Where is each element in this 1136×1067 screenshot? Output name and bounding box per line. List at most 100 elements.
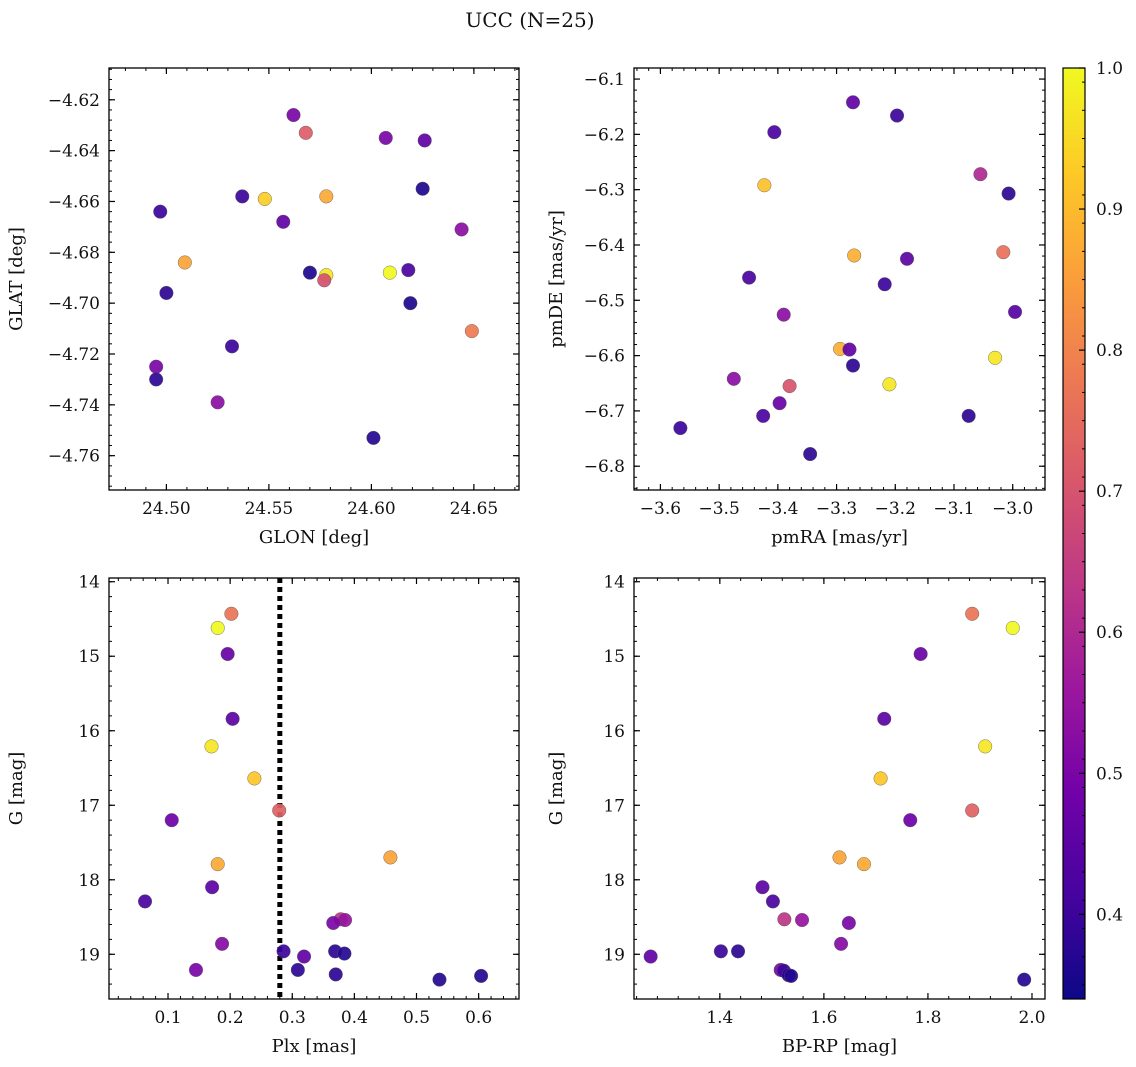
y-tick-label: −6.2 bbox=[584, 125, 625, 145]
data-point bbox=[326, 915, 341, 930]
data-point bbox=[731, 944, 746, 959]
x-tick-label: 1.6 bbox=[810, 1008, 837, 1028]
x-tick-label: 2.0 bbox=[1018, 1008, 1045, 1028]
data-point bbox=[742, 270, 757, 285]
y-axis-label: G [mag] bbox=[6, 752, 27, 825]
data-point bbox=[882, 377, 897, 392]
data-point bbox=[847, 248, 862, 263]
y-axis-label: pmDE [mas/yr] bbox=[546, 210, 567, 348]
data-point bbox=[767, 125, 782, 140]
data-point bbox=[366, 430, 381, 445]
x-tick-label: −3.4 bbox=[757, 499, 798, 519]
data-point bbox=[138, 894, 153, 909]
data-point bbox=[765, 894, 780, 909]
panel-3: 0.1 0.2 0.3 0.4 0.5 0.6 14 15 16 17 18 19 Plx [mas] G… bbox=[6, 573, 520, 1057]
x-tick-label: 0.1 bbox=[154, 1008, 181, 1028]
x-tick-label: 0.5 bbox=[403, 1008, 430, 1028]
data-point bbox=[856, 857, 871, 872]
y-tick-label: 14 bbox=[78, 573, 100, 593]
x-tick-label: 24.60 bbox=[347, 499, 396, 519]
data-point bbox=[205, 880, 220, 895]
y-tick-label: −6.5 bbox=[584, 291, 625, 311]
data-point bbox=[913, 647, 928, 662]
y-tick-label: −4.68 bbox=[48, 243, 100, 263]
x-tick-label: 0.3 bbox=[279, 1008, 306, 1028]
y-tick-label: 16 bbox=[603, 722, 625, 742]
data-point bbox=[755, 880, 770, 895]
x-axis-label: pmRA [mas/yr] bbox=[771, 527, 908, 548]
y-tick-label: −6.4 bbox=[584, 236, 625, 256]
x-tick-label: 0.4 bbox=[341, 1008, 368, 1028]
y-axis-label: GLAT [deg] bbox=[6, 227, 27, 331]
data-point bbox=[965, 803, 980, 818]
colorbar: 0.4 0.5 0.6 0.7 0.8 0.9 1.0 bbox=[1062, 59, 1123, 1000]
data-point bbox=[1001, 186, 1016, 201]
data-point bbox=[757, 178, 772, 193]
data-point bbox=[795, 913, 810, 928]
x-axis-label: GLON [deg] bbox=[259, 527, 369, 548]
data-point bbox=[210, 395, 225, 410]
x-axis-label: BP-RP [mag] bbox=[782, 1036, 897, 1057]
axes-frame bbox=[633, 67, 1046, 491]
y-tick-label: 15 bbox=[78, 647, 100, 667]
x-tick-label: 24.50 bbox=[142, 499, 191, 519]
y-tick-label: 15 bbox=[603, 647, 625, 667]
data-point bbox=[784, 968, 799, 983]
x-tick-label: 24.55 bbox=[245, 499, 294, 519]
data-point bbox=[726, 371, 741, 386]
y-tick-label: −6.3 bbox=[584, 181, 625, 201]
y-tick-label: 18 bbox=[78, 871, 100, 891]
x-tick-label: −3.5 bbox=[698, 499, 739, 519]
colorbar-tick-label: 0.9 bbox=[1096, 200, 1123, 220]
panel-4: 1.4 1.6 1.8 2.0 14 15 16 17 18 19 BP-RP [mag] G [ma… bbox=[546, 573, 1046, 1057]
data-point bbox=[417, 133, 432, 148]
x-axis-label: Plx [mas] bbox=[272, 1036, 357, 1057]
data-point bbox=[297, 949, 312, 964]
data-point bbox=[776, 307, 791, 322]
y-tick-label: −4.62 bbox=[48, 91, 100, 111]
data-point bbox=[846, 95, 861, 110]
y-tick-label: −4.70 bbox=[48, 294, 100, 314]
data-point bbox=[1005, 620, 1020, 635]
y-tick-label: 16 bbox=[78, 722, 100, 742]
data-point bbox=[276, 944, 291, 959]
data-point bbox=[328, 967, 343, 982]
data-point bbox=[317, 273, 332, 288]
data-point bbox=[164, 813, 179, 828]
y-tick-label: −4.72 bbox=[48, 345, 100, 365]
y-tick-label: 19 bbox=[78, 945, 100, 965]
data-point bbox=[403, 296, 418, 311]
axes-frame bbox=[108, 67, 520, 491]
data-point bbox=[149, 372, 164, 387]
data-point bbox=[877, 711, 892, 726]
data-point bbox=[224, 339, 239, 354]
y-tick-label: 17 bbox=[603, 796, 625, 816]
data-point bbox=[772, 396, 787, 411]
data-point bbox=[153, 204, 168, 219]
colorbar-tick-label: 0.4 bbox=[1096, 905, 1123, 925]
panel-2: −3.6 −3.5 −3.4 −3.3 −3.2 −3.1 −3.0 −6.1 −6.2 −6.3… bbox=[546, 67, 1046, 548]
panel-1: 24.50 24.55 24.60 24.65 −4.62 −4.64 −4.66 −4.68… bbox=[6, 67, 520, 548]
data-point bbox=[276, 214, 291, 229]
data-point bbox=[464, 324, 479, 339]
y-tick-label: 14 bbox=[603, 573, 625, 593]
data-point bbox=[302, 265, 317, 280]
y-axis-label: G [mag] bbox=[546, 752, 567, 825]
data-point bbox=[247, 771, 262, 786]
x-tick-label: 1.4 bbox=[706, 1008, 733, 1028]
data-point bbox=[673, 421, 688, 436]
data-point bbox=[225, 711, 240, 726]
data-point bbox=[378, 130, 393, 145]
data-point bbox=[224, 606, 239, 621]
data-point bbox=[996, 245, 1011, 260]
axes-frame bbox=[633, 577, 1046, 1000]
x-tick-label: 24.65 bbox=[450, 499, 499, 519]
y-tick-label: −6.1 bbox=[584, 70, 625, 90]
y-tick-label: −6.6 bbox=[584, 347, 625, 367]
data-point bbox=[257, 191, 272, 206]
data-point bbox=[834, 936, 849, 951]
data-point bbox=[220, 647, 235, 662]
y-tick-label: −4.66 bbox=[48, 192, 100, 212]
data-point bbox=[877, 277, 892, 292]
